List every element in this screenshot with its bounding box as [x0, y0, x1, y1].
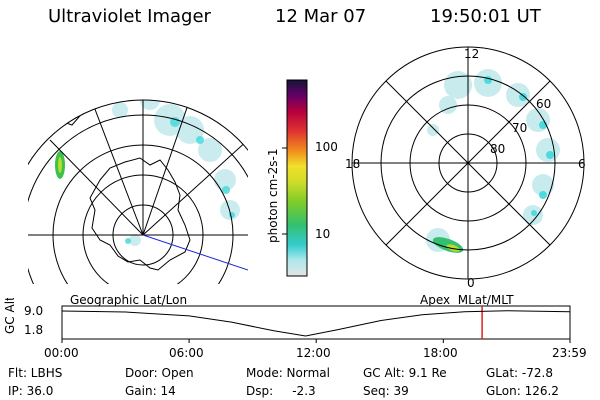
colorbar-tick-10: 10: [315, 227, 331, 241]
aurora-emission: [112, 100, 240, 246]
geographic-map: [28, 99, 248, 284]
colorbar-unit-label: photon cm-2s-1: [266, 149, 280, 244]
x-tick-1: 06:00: [169, 346, 204, 360]
colorbar-tick-100: 100: [315, 140, 338, 154]
x-tick-4: 23:59: [552, 346, 587, 360]
y-tick-bottom: 1.8: [24, 323, 43, 337]
footer-filter: Flt: LBHS: [8, 366, 63, 380]
footer-door: Door: Open: [125, 366, 194, 380]
coastline: [89, 157, 191, 271]
mlt-label-dawn: 6: [578, 157, 586, 171]
x-tick-0: 00:00: [44, 346, 79, 360]
mlat-label-60: 60: [536, 97, 552, 111]
x-tick-3: 18:00: [423, 346, 458, 360]
colorbar: photon cm-2s-1: [266, 79, 308, 277]
footer-glat: GLat: -72.8: [486, 366, 553, 380]
instrument-title: Ultraviolet Imager: [48, 6, 211, 27]
magnetic-caption: Apex MLat/MLT: [420, 293, 514, 307]
footer-seq: Seq: 39: [363, 384, 409, 398]
mlat-label-70: 70: [512, 121, 528, 135]
x-tick-2: 12:00: [296, 346, 331, 360]
date-label: 12 Mar 07: [275, 6, 367, 27]
mlt-label-dusk: 18: [345, 157, 361, 171]
altitude-series-line: [61, 310, 571, 337]
footer-ip: IP: 36.0: [8, 384, 54, 398]
geographic-caption: Geographic Lat/Lon: [70, 293, 188, 307]
mlt-label-noon: 12: [464, 47, 480, 61]
footer-glon: GLon: 126.2: [486, 384, 559, 398]
magnetic-map: [351, 46, 585, 280]
y-tick-top: 9.0: [24, 304, 43, 318]
footer-dsp: Dsp: -2.3: [246, 384, 316, 398]
altitude-chart: GC Alt 9.0 1.8: [3, 298, 571, 343]
time-label: 19:50:01 UT: [430, 6, 541, 27]
mlat-label-80: 80: [490, 142, 506, 156]
footer-mode: Mode: Normal: [246, 366, 330, 380]
y-axis-label: GC Alt: [3, 298, 17, 334]
footer-gc-alt: GC Alt: 9.1 Re: [363, 366, 447, 380]
mlt-label-midnight: 0: [467, 276, 475, 290]
footer-gain: Gain: 14: [125, 384, 176, 398]
